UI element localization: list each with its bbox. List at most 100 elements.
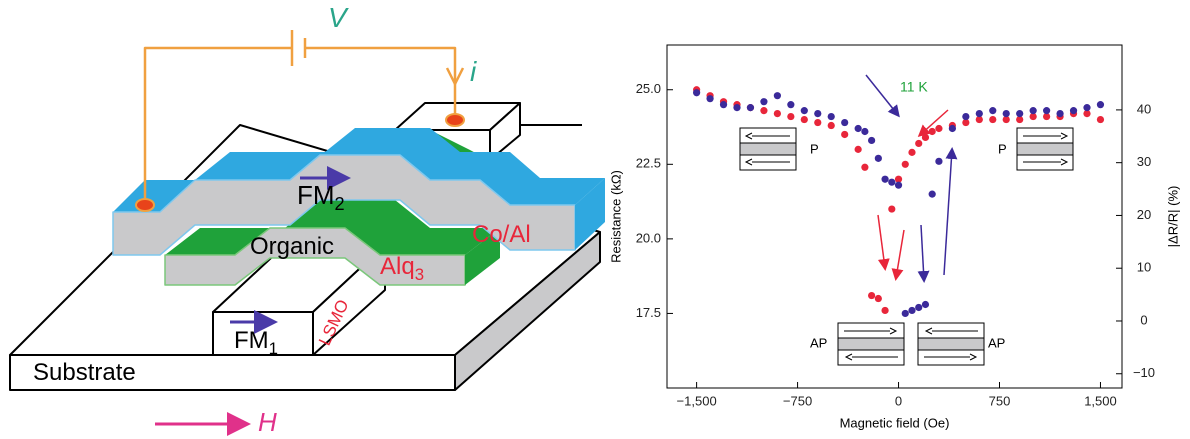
data-point: [874, 294, 882, 303]
data-point: [719, 101, 728, 109]
x-tick-label: 1,500: [1084, 393, 1117, 408]
y2-tick-label: 10: [1137, 260, 1151, 275]
data-point: [1083, 110, 1091, 118]
x-tick-label: −1,500: [677, 393, 717, 408]
data-point: [827, 112, 835, 121]
diagram-label: Co/Al: [472, 221, 531, 248]
data-point: [868, 136, 876, 145]
data-point: [827, 121, 835, 130]
data-point: [921, 300, 930, 309]
y-tick-label: 25.0: [636, 81, 661, 96]
x-tick-label: −750: [783, 393, 812, 408]
label-subscript: 1: [269, 339, 278, 358]
device-diagram: [9, 30, 605, 436]
data-point: [908, 306, 916, 315]
data-point: [800, 107, 808, 115]
data-point: [989, 107, 997, 115]
data-point: [915, 303, 923, 312]
data-point: [868, 291, 876, 300]
data-point: [814, 118, 822, 127]
data-point: [800, 115, 808, 124]
label-text: i: [470, 56, 477, 87]
data-point: [894, 181, 903, 189]
data-point: [787, 112, 795, 121]
data-point: [908, 148, 916, 156]
data-point: [962, 112, 970, 121]
diagram-label: FM1: [234, 327, 278, 358]
label-text: Organic: [250, 233, 334, 260]
data-point: [814, 110, 822, 118]
x-tick-label: 0: [895, 393, 902, 408]
diagram-label: Organic: [250, 233, 334, 260]
data-point: [1083, 104, 1091, 112]
data-point: [1043, 107, 1051, 115]
data-point: [1069, 107, 1078, 115]
data-point: [854, 145, 862, 153]
x-axis-label: Magnetic field (Oe): [840, 415, 950, 430]
y2-tick-label: 20: [1137, 207, 1151, 222]
data-point: [901, 309, 909, 318]
diagram-label: H: [258, 407, 277, 437]
data-point: [881, 306, 889, 315]
label-subscript: 3: [415, 265, 424, 284]
annotation: AP: [810, 335, 827, 350]
data-point: [921, 133, 930, 142]
data-point: [861, 127, 869, 136]
data-point: [1002, 115, 1010, 124]
annotation: P: [810, 141, 819, 156]
y2-axis-label: |ΔR/R| (%): [1165, 186, 1180, 248]
label-subscript: 2: [335, 194, 345, 214]
chart: −1,500 −750 0 750 1,500 17.5 20.0 22.5 25.0 −10 0 1…: [608, 44, 1180, 430]
label-text: H: [258, 407, 277, 437]
data-point: [693, 89, 701, 97]
x-tick-label: 750: [989, 393, 1011, 408]
data-point: [706, 95, 714, 103]
data-point: [841, 118, 849, 127]
data-point: [1029, 112, 1037, 121]
label-text: Alq: [380, 253, 415, 280]
data-point: [1056, 110, 1064, 118]
data-point: [1016, 110, 1024, 118]
data-point: [915, 139, 923, 148]
data-point: [787, 101, 795, 109]
data-point: [773, 92, 781, 100]
annotation: AP: [988, 335, 1005, 350]
data-point: [928, 190, 936, 198]
y-tick-label: 20.0: [636, 230, 661, 245]
plot-frame: [666, 44, 1123, 389]
label-text: Co/Al: [472, 221, 531, 248]
data-point: [1016, 115, 1024, 124]
y2-tick-label: 40: [1137, 101, 1151, 116]
label-text: FM: [297, 180, 335, 210]
data-point: [901, 160, 909, 168]
diagram-label: FM2: [297, 180, 345, 214]
data-point: [1096, 101, 1105, 109]
diagram-label: V: [328, 2, 349, 33]
data-point: [773, 110, 781, 118]
data-point: [1029, 107, 1037, 115]
data-point: [894, 175, 903, 183]
data-point: [975, 115, 983, 124]
data-point: [874, 154, 882, 162]
data-point: [733, 104, 741, 112]
data-point: [888, 205, 896, 213]
y2-tick-label: 30: [1137, 154, 1151, 169]
annotation: 11 K: [900, 79, 928, 95]
data-point: [888, 178, 896, 186]
annotation: P: [998, 141, 1007, 156]
data-point: [935, 124, 943, 133]
diagram-label: Substrate: [33, 359, 136, 386]
data-point: [841, 130, 849, 139]
y-axis-label: Resistance (kΩ): [608, 170, 623, 263]
y2-tick-label: −10: [1133, 365, 1155, 380]
data-point: [1002, 110, 1010, 118]
data-point: [760, 98, 768, 106]
y2-tick-label: 0: [1140, 312, 1147, 327]
y-tick-label: 22.5: [636, 156, 661, 171]
insets: [739, 127, 1074, 366]
label-text: FM: [234, 327, 269, 354]
data-point: [746, 104, 755, 112]
sweep-arrows: [865, 74, 958, 283]
